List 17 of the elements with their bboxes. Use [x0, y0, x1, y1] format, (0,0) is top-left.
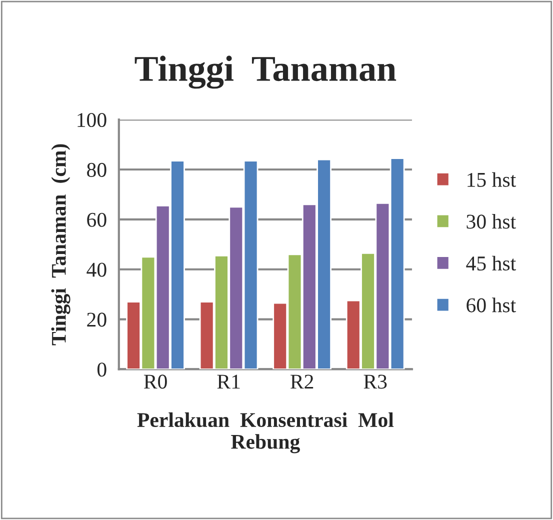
legend-label: 30 hst: [466, 214, 516, 229]
y-tick-label: 80: [87, 162, 106, 177]
x-axis-title: Perlakuan Konsentrasi Mol Rebung: [137, 412, 394, 454]
y-tick-label: 100: [78, 112, 106, 128]
x-tick-label: R0: [144, 374, 167, 389]
y-tick-label: 60: [87, 212, 106, 227]
x-tick-label: R2: [290, 374, 314, 389]
x-tick-label: R3: [364, 374, 387, 389]
y-axis-title: Tinggi Tanaman (cm): [51, 144, 70, 346]
legend-label: 45 hst: [466, 256, 516, 271]
y-tick-label: 40: [86, 262, 106, 277]
legend-label: 60 hst: [466, 298, 516, 312]
chart-title: Tinggi Tanaman: [134, 56, 396, 89]
legend-label: 15 hst: [468, 172, 516, 187]
y-tick-label: 20: [87, 312, 106, 327]
x-tick-label: R1: [217, 374, 240, 389]
y-tick-label: 0: [97, 362, 106, 377]
